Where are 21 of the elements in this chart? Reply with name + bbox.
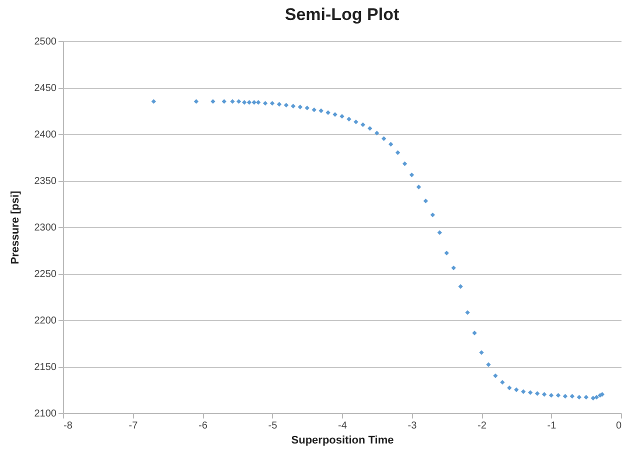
y-tick-label: 2500 [34, 36, 57, 48]
x-axis-title: Superposition Time [291, 434, 394, 446]
x-tick-label: -5 [268, 420, 278, 432]
y-tick-label: 2250 [34, 269, 57, 280]
x-tick-label: 0 [616, 420, 622, 432]
y-tick-label: 2350 [34, 176, 57, 187]
y-tick-label: 2200 [34, 316, 57, 326]
x-tick-label: -1 [547, 420, 557, 432]
x-tick-label: -6 [198, 420, 208, 432]
y-tick-label: 2150 [34, 362, 57, 373]
x-tick-label: -7 [128, 420, 138, 432]
x-tick-label: -2 [478, 420, 487, 432]
x-tick-label: -4 [338, 420, 348, 432]
y-axis-title: Pressure [psi] [9, 190, 22, 264]
y-tick-label: 2450 [34, 83, 57, 94]
y-tick-label: 2300 [34, 222, 57, 234]
y-tick-label: 2400 [34, 130, 57, 140]
x-tick-label: -8 [64, 420, 73, 432]
x-tick-label: -3 [408, 420, 418, 432]
y-tick-label: 2100 [34, 408, 57, 420]
chart-title: Semi-Log Plot [284, 5, 400, 24]
